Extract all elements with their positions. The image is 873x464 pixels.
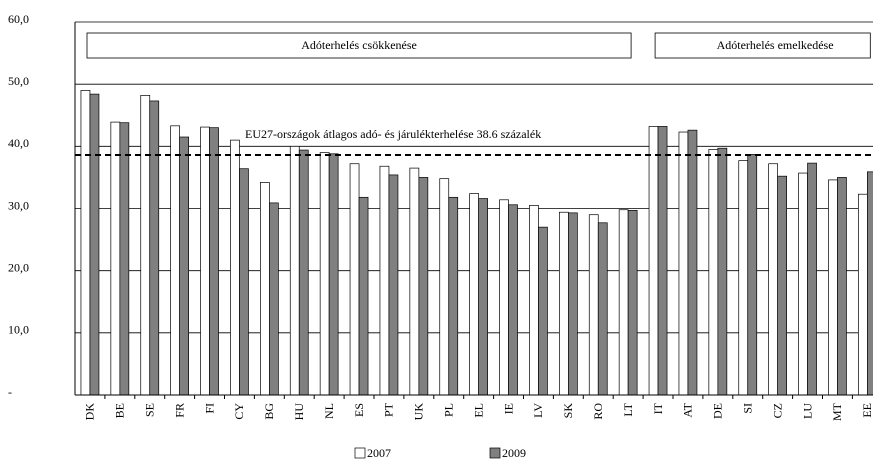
x-tick-label: AT <box>681 402 695 417</box>
bar <box>618 209 629 396</box>
x-tick-label: SE <box>143 403 157 417</box>
bar <box>828 179 838 396</box>
bar <box>717 147 728 396</box>
legend-label: 2009 <box>502 446 526 460</box>
y-tick-label: 20,0 <box>8 260 29 274</box>
bar <box>289 145 300 396</box>
bar <box>866 171 873 396</box>
x-tick-label: LV <box>531 403 545 418</box>
bar <box>529 205 539 396</box>
bar <box>179 136 189 396</box>
bar <box>358 196 369 396</box>
bar <box>149 100 160 396</box>
bar <box>478 198 488 396</box>
average-label: EU27-országok átlagos adó- és járulékter… <box>245 127 541 141</box>
x-tick-label: DK <box>83 403 97 421</box>
x-tick-label: UK <box>412 403 426 421</box>
x-tick-label: NL <box>322 403 336 419</box>
x-tick-label: PT <box>382 402 396 417</box>
x-tick-label: DE <box>711 403 725 419</box>
x-tick-label: RO <box>591 403 605 420</box>
bar <box>349 163 360 396</box>
section-box <box>86 32 632 59</box>
bar <box>558 211 569 396</box>
bar <box>738 160 749 396</box>
y-tick-label: 40,0 <box>8 136 29 150</box>
bar <box>708 149 719 396</box>
y-tick-label: 60,0 <box>8 12 29 26</box>
section-label: Adóterhelés emelkedése <box>717 38 834 52</box>
bar <box>657 126 668 396</box>
y-tick-label: 50,0 <box>8 74 29 88</box>
x-tick-label: EE <box>860 403 873 418</box>
x-tick-label: LT <box>621 402 635 416</box>
legend-swatch <box>489 447 501 459</box>
bar <box>777 175 788 396</box>
bar <box>837 177 847 396</box>
bar <box>678 131 689 396</box>
x-tick-label: CY <box>232 403 246 420</box>
x-tick-label: ES <box>352 403 366 417</box>
x-tick-label: IE <box>501 403 515 414</box>
bar <box>747 154 758 396</box>
x-tick-label: SK <box>561 403 575 419</box>
x-tick-label: IT <box>651 402 665 414</box>
bar <box>597 222 608 396</box>
x-tick-label: BG <box>262 403 276 420</box>
bar <box>140 95 151 396</box>
bar <box>328 153 339 396</box>
bar <box>448 196 459 396</box>
bar <box>388 174 399 396</box>
x-tick-label: FR <box>172 403 186 418</box>
x-tick-label: HU <box>292 403 306 421</box>
bar <box>648 126 659 396</box>
bar <box>499 199 509 396</box>
bar <box>89 93 100 396</box>
y-tick-label: - <box>8 385 12 399</box>
x-tick-label: BE <box>113 403 127 418</box>
bar <box>768 163 779 396</box>
y-tick-label: 30,0 <box>8 198 29 212</box>
bar <box>687 129 698 396</box>
bar <box>319 152 330 396</box>
bar <box>418 177 429 396</box>
x-tick-label: CZ <box>770 403 784 418</box>
section-label: Adóterhelés csökkenése <box>301 38 417 52</box>
x-tick-label: EL <box>471 403 485 418</box>
y-tick-label: 10,0 <box>8 323 29 337</box>
bar <box>209 127 219 396</box>
bar <box>298 149 309 396</box>
bar <box>439 178 450 396</box>
legend-label: 2007 <box>367 446 391 460</box>
bar <box>269 202 279 396</box>
bar <box>260 182 270 396</box>
bar <box>170 125 180 396</box>
x-tick-label: FI <box>202 403 216 414</box>
bar <box>588 214 599 396</box>
bar <box>798 172 808 396</box>
bar <box>567 212 578 396</box>
bar <box>857 193 868 396</box>
bar <box>80 90 91 396</box>
bar <box>469 193 479 396</box>
x-tick-label: MT <box>830 402 844 421</box>
bar <box>119 122 130 396</box>
bar <box>627 210 638 396</box>
legend-swatch <box>354 447 366 459</box>
bar <box>508 204 518 396</box>
bar <box>807 162 817 396</box>
bar <box>409 167 420 396</box>
x-tick-label: LU <box>800 403 814 419</box>
bar <box>200 126 210 396</box>
x-tick-label: PL <box>442 403 456 417</box>
bar <box>110 121 121 396</box>
bar <box>230 139 240 396</box>
bar <box>538 226 548 396</box>
x-tick-label: SI <box>741 403 755 414</box>
section-box <box>654 32 871 59</box>
bar <box>239 168 249 396</box>
bar <box>379 165 390 396</box>
